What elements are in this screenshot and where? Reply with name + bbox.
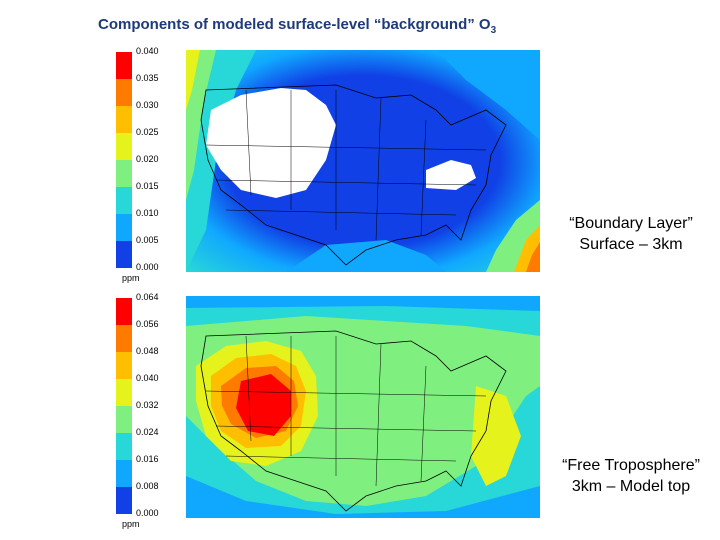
map-free-troposphere	[186, 296, 540, 518]
field-low-region-east	[426, 160, 476, 190]
caption-free-troposphere: “Free Troposphere” 3km – Model top	[562, 457, 700, 495]
field-west-band-2	[186, 50, 216, 200]
colorbar-tick-label: 0.048	[136, 346, 159, 356]
field-north-band-2	[186, 296, 540, 311]
colorbar-segment	[116, 214, 132, 241]
colorbar-tick-label: 0.020	[136, 154, 159, 164]
colorbar-segment	[116, 433, 132, 460]
colorbar-segment	[116, 487, 132, 514]
colorbar-segment	[116, 133, 132, 160]
state-borders-horizontal	[205, 390, 487, 462]
colorbar-tick-label: 0.000	[136, 508, 159, 518]
colorbar-tick-label: 0.064	[136, 292, 159, 302]
colorbar-segment	[116, 241, 132, 268]
state-borders	[245, 89, 427, 241]
colorbar-segment	[116, 298, 132, 325]
colorbar-free-troposphere	[116, 298, 132, 514]
colorbar-segment	[116, 406, 132, 433]
colorbar-segment	[116, 79, 132, 106]
state-borders-horizontal	[205, 144, 487, 216]
caption-boundary-layer: “Boundary Layer” Surface – 3km	[569, 215, 693, 253]
field-south-band-2	[186, 476, 540, 518]
colorbar-segment	[116, 187, 132, 214]
colorbar-tick-label: 0.032	[136, 400, 159, 410]
field-southeast-band-3	[526, 242, 540, 272]
colorbar-segment	[116, 325, 132, 352]
colorbar-segment	[116, 160, 132, 187]
colorbar-tick-label: 0.056	[136, 319, 159, 329]
field-peak-region	[236, 374, 291, 436]
colorbar-unit-free-troposphere: ppm	[122, 519, 140, 529]
colorbar-unit-boundary-layer: ppm	[122, 273, 140, 283]
colorbar-tick-label: 0.010	[136, 208, 159, 218]
colorbar-segment	[116, 52, 132, 79]
us-outline	[200, 84, 507, 266]
field-east-coast	[471, 386, 521, 486]
colorbar-tick-label: 0.040	[136, 373, 159, 383]
colorbar-tick-label: 0.030	[136, 100, 159, 110]
colorbar-tick-label: 0.025	[136, 127, 159, 137]
colorbar-segment	[116, 460, 132, 487]
colorbar-tick-label: 0.040	[136, 46, 159, 56]
colorbar-segment	[116, 352, 132, 379]
colorbar-segment	[116, 379, 132, 406]
colorbar-tick-label: 0.024	[136, 427, 159, 437]
colorbar-tick-label: 0.015	[136, 181, 159, 191]
field-low-region-west	[206, 88, 336, 198]
colorbar-tick-label: 0.005	[136, 235, 159, 245]
colorbar-segment	[116, 106, 132, 133]
state-borders	[245, 335, 427, 487]
us-outline	[200, 330, 507, 512]
page-title: Components of modeled surface-level “bac…	[98, 16, 497, 36]
field-west-band-3	[186, 50, 200, 110]
field-south-band	[286, 240, 446, 272]
colorbar-tick-label: 0.008	[136, 481, 159, 491]
field-northeast-band	[436, 50, 540, 140]
colorbar-tick-label: 0.000	[136, 262, 159, 272]
colorbar-tick-label: 0.035	[136, 73, 159, 83]
colorbar-tick-label: 0.016	[136, 454, 159, 464]
map-boundary-layer	[186, 50, 540, 272]
colorbar-boundary-layer	[116, 52, 132, 268]
field-south-band	[186, 386, 540, 518]
